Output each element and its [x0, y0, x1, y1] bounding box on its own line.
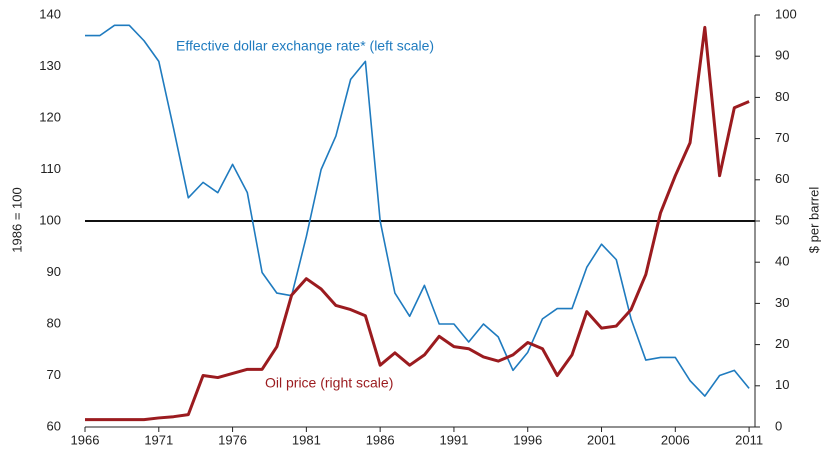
annotation: Oil price (right scale)	[265, 375, 393, 391]
y2-tick-label: 80	[775, 89, 789, 104]
annotation: Effective dollar exchange rate* (left sc…	[176, 38, 434, 54]
y-tick-label: 140	[39, 6, 61, 21]
y-tick-label: 70	[47, 367, 61, 382]
y-tick-label: 120	[39, 109, 61, 124]
series-line	[85, 25, 750, 422]
y2-tick-label: 40	[775, 254, 789, 269]
y2-tick-label: 60	[775, 171, 789, 186]
y2-tick-label: 0	[775, 418, 782, 433]
y2-axis-label: $ per barrel	[806, 187, 821, 254]
y2-tick-label: 100	[775, 6, 797, 21]
y-axis-label: 1986 = 100	[9, 187, 24, 252]
x-tick-label: 2001	[587, 432, 616, 447]
y2-tick-label: 10	[775, 377, 789, 392]
x-tick-label: 1991	[439, 432, 468, 447]
y2-tick-label: 30	[775, 295, 789, 310]
x-tick-label: 1981	[292, 432, 321, 447]
y2-tick-label: 70	[775, 130, 789, 145]
x-tick-label: 2011	[735, 432, 763, 447]
y-tick-label: 60	[47, 418, 61, 433]
x-tick-label: 1966	[71, 432, 100, 447]
y-tick-label: 110	[40, 161, 61, 176]
y2-tick-label: 20	[775, 336, 789, 351]
y2-tick-label: 50	[775, 212, 789, 227]
y-tick-label: 100	[39, 212, 61, 227]
x-tick-label: 1986	[366, 432, 395, 447]
y-tick-label: 80	[47, 315, 61, 330]
x-tick-label: 1976	[218, 432, 247, 447]
y-tick-label: 130	[39, 58, 61, 73]
y-tick-label: 90	[47, 264, 61, 279]
x-tick-label: 2006	[661, 432, 690, 447]
x-tick-label: 1971	[144, 432, 173, 447]
y2-tick-label: 90	[775, 48, 789, 63]
x-tick-label: 1996	[513, 432, 542, 447]
series-line	[85, 24, 750, 397]
